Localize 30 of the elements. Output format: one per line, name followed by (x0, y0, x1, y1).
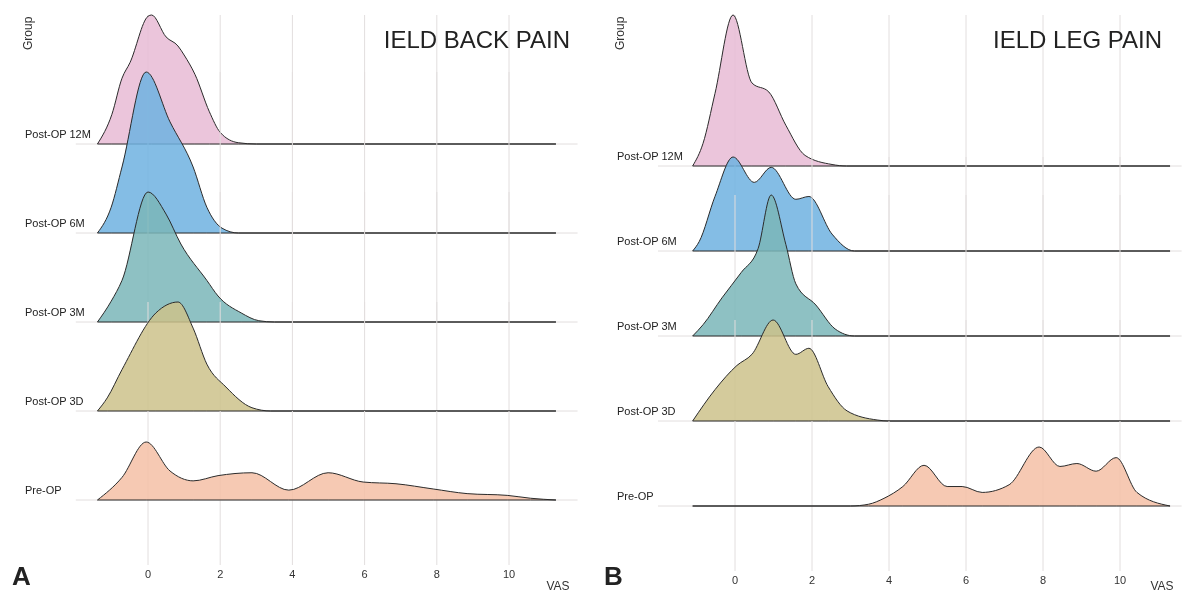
series-label: Post-OP 3M (617, 320, 677, 332)
series-label: Post-OP 12M (617, 150, 683, 162)
series-label: Post-OP 3M (25, 306, 85, 318)
y-axis-title: Group (613, 16, 627, 50)
x-tick-label: 8 (1039, 574, 1047, 586)
series-label: Post-OP 6M (25, 217, 85, 229)
x-axis-title: VAS (1150, 579, 1174, 593)
x-tick-label: 8 (433, 568, 440, 580)
x-tick-label: 6 (361, 568, 368, 580)
text: Pre-OP (25, 484, 62, 496)
text: Pre-OP (617, 490, 654, 502)
text: A (12, 561, 31, 591)
x-tick-label: 10 (1113, 574, 1127, 586)
text: IELD LEG PAIN (993, 26, 1162, 53)
x-tick-label: 6 (962, 574, 970, 586)
x-tick-label: 0 (731, 574, 739, 586)
series-label: Post-OP 3D (25, 395, 84, 407)
text: B (604, 561, 623, 591)
x-tick-label: 4 (885, 574, 893, 586)
x-tick-label: 2 (808, 574, 816, 586)
x-tick-label: 2 (217, 568, 224, 580)
text: IELD BACK PAIN (383, 26, 570, 53)
series-label: Post-OP 6M (617, 235, 677, 247)
x-axis-title: VAS (546, 579, 570, 593)
y-axis-title: Group (21, 16, 35, 50)
x-tick-label: 0 (144, 568, 152, 580)
x-tick-label: 10 (502, 568, 516, 580)
series-label: Post-OP 12M (25, 128, 91, 140)
series-label: Post-OP 3D (617, 405, 676, 417)
x-tick-label: 4 (289, 568, 296, 580)
